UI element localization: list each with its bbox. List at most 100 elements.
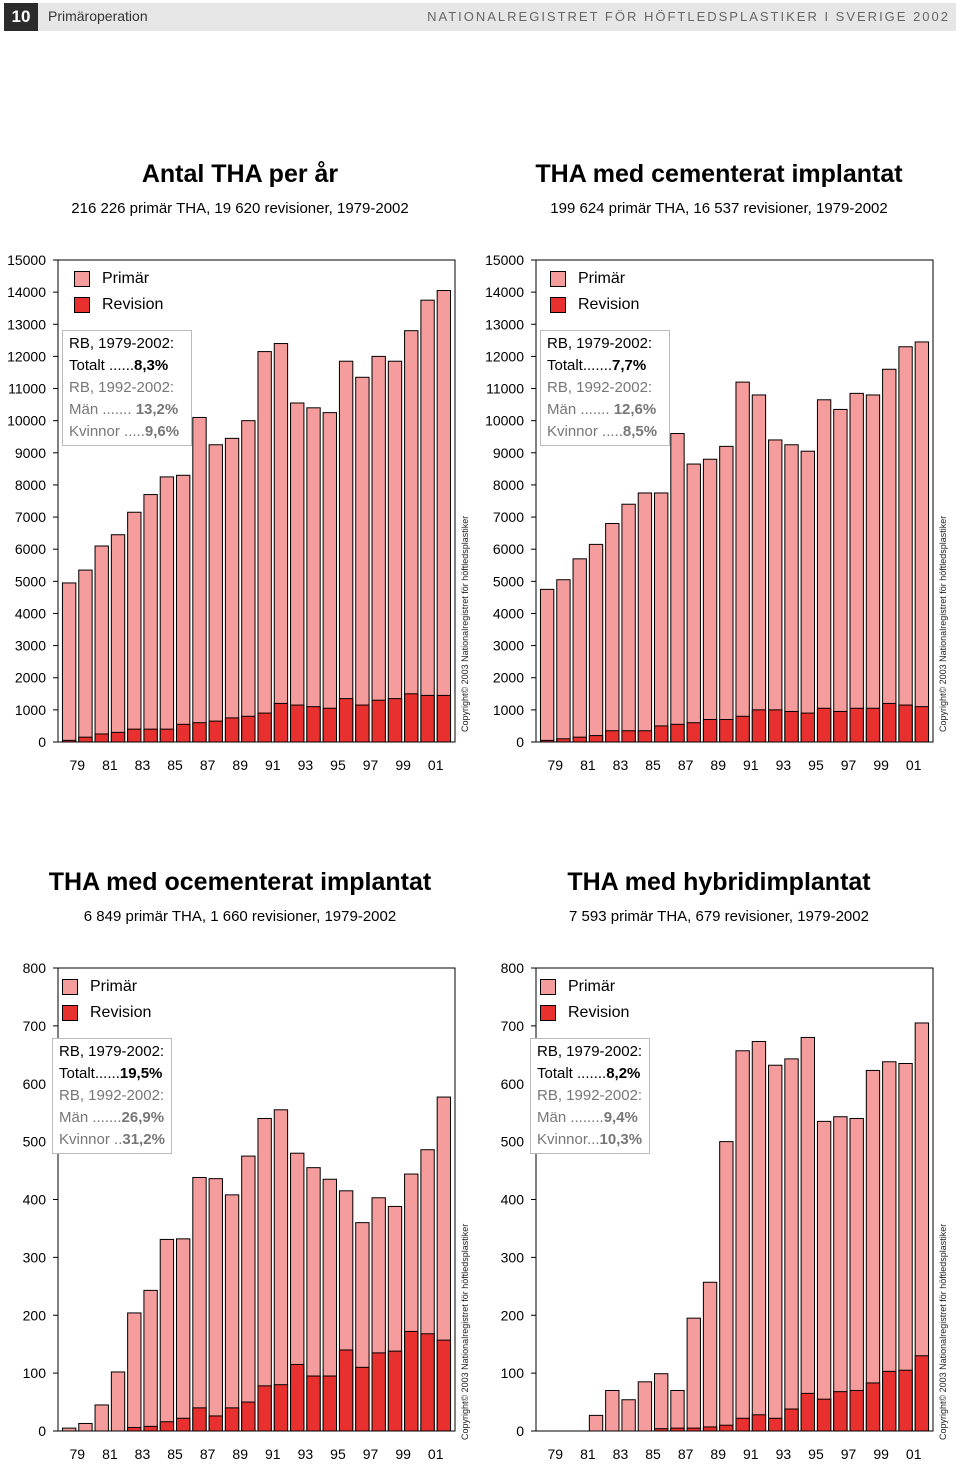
bar-revision — [849, 707, 864, 743]
bar-revision — [257, 1385, 272, 1432]
bar-primary — [192, 416, 207, 743]
bar-primary — [208, 444, 223, 743]
x-tick-label: 87 — [678, 757, 694, 773]
chart-subtitle: 6 849 primär THA, 1 660 revisioner, 1979… — [83, 908, 397, 925]
stats-total-value: 7,7% — [612, 357, 647, 374]
stats-women-value: 10,3% — [599, 1131, 643, 1148]
bar-revision — [882, 702, 897, 743]
bar-revision — [355, 704, 370, 743]
bar-primary — [702, 1281, 718, 1432]
x-tick-label: 89 — [232, 757, 248, 773]
bar-primary — [849, 1117, 864, 1432]
section-title: Primäroperation — [48, 8, 148, 24]
stats-men-label: Män ........ — [537, 1109, 604, 1126]
y-tick-label: 100 — [23, 1365, 47, 1381]
bar-revision — [159, 1421, 175, 1432]
bar-revision — [371, 1352, 386, 1432]
x-tick-label: 81 — [580, 1446, 596, 1462]
bar-revision — [816, 707, 832, 743]
x-tick-label: 91 — [265, 1446, 281, 1462]
y-tick-label: 10000 — [485, 413, 524, 429]
y-tick-label: 9000 — [493, 445, 524, 461]
y-tick-label: 1000 — [15, 702, 46, 718]
bar-revision — [800, 712, 815, 743]
bar-primary — [637, 1381, 653, 1432]
y-tick-label: 500 — [23, 1134, 47, 1150]
copyright-note: Copyright© 2003 Nationalregistret för hö… — [460, 1223, 470, 1440]
bar-revision — [865, 707, 881, 743]
bar-primary — [290, 402, 305, 743]
bar-revision — [833, 1391, 848, 1432]
chart-panel-total: Antal THA per år 216 226 primär THA, 19 … — [0, 160, 480, 780]
bar-primary — [78, 1422, 93, 1432]
x-tick-label: 95 — [330, 757, 346, 773]
y-tick-label: 10000 — [7, 413, 46, 429]
y-tick-label: 11000 — [486, 381, 524, 397]
x-tick-label: 81 — [102, 1446, 118, 1462]
stats-period-1: RB, 1979-2002: — [547, 335, 653, 352]
stats-men-value: 13,2% — [135, 401, 179, 418]
bar-revision — [371, 699, 386, 743]
y-tick-label: 12000 — [485, 348, 524, 364]
stats-men-label: Män ....... — [59, 1109, 122, 1126]
bar-primary — [94, 1404, 109, 1432]
stats-women-label: Kvinnor ..... — [547, 423, 623, 440]
bar-revision — [768, 709, 783, 743]
legend-primary-label: Primär — [102, 270, 150, 287]
revision-swatch — [540, 1005, 556, 1021]
y-tick-label: 800 — [501, 960, 525, 976]
bar-revision — [241, 1401, 256, 1432]
bar-revision — [436, 694, 452, 743]
bar-revision — [110, 731, 126, 743]
bar-primary — [605, 522, 620, 743]
x-tick-label: 01 — [428, 757, 444, 773]
bar-revision — [192, 722, 207, 743]
stats-women-value: 31,2% — [122, 1131, 165, 1148]
bar-primary — [306, 407, 321, 743]
x-tick-label: 01 — [906, 1446, 922, 1462]
y-tick-label: 300 — [501, 1249, 525, 1265]
bar-revision — [751, 709, 767, 743]
chart-title: THA med ocementerat implantat — [48, 868, 432, 896]
copyright-note: Copyright© 2003 Nationalregistret för hö… — [938, 515, 948, 732]
bar-chart: 0 1000 2000 3000 4000 5000 6000 7000 8000 9000 100… — [485, 252, 934, 773]
bar-primary — [898, 346, 913, 743]
y-tick-label: 100 — [501, 1365, 525, 1381]
bar-revision — [420, 694, 435, 743]
stats-women-value: 9,6% — [144, 423, 180, 440]
x-tick-label: 83 — [135, 1446, 151, 1462]
chart-panel-uncemented: THA med ocementerat implantat 6 849 prim… — [0, 868, 480, 1469]
stats-men-value: 12,6% — [613, 401, 657, 418]
bar-revision — [670, 723, 685, 743]
y-tick-label: 15000 — [7, 252, 46, 268]
bar-revision — [898, 1369, 913, 1432]
bar-primary — [751, 1041, 767, 1432]
primary-swatch — [540, 979, 556, 995]
bar-revision — [306, 706, 321, 743]
stats-period-2: RB, 1992-2002: — [59, 1087, 165, 1104]
y-tick-label: 700 — [23, 1018, 47, 1034]
revision-stats: RB, 1979-2002: Totalt......19,5% RB, 199… — [52, 1038, 172, 1154]
stats-women-label: Kvinnor... — [537, 1131, 600, 1148]
bar-primary — [816, 399, 832, 743]
bar-primary — [110, 534, 126, 743]
bar-revision — [800, 1392, 815, 1432]
bar-chart: 0 100 200 300 400 500 600 700 800 79 81 83 85 87 89 91 9… — [501, 960, 934, 1462]
bar-revision — [404, 1330, 419, 1432]
y-tick-label: 7000 — [493, 509, 524, 525]
bar-primary — [436, 290, 452, 743]
bar-revision — [702, 1426, 718, 1432]
bar-revision — [176, 723, 191, 743]
bar-revision — [78, 736, 93, 743]
bar-revision — [387, 1350, 403, 1432]
bar-revision — [387, 698, 403, 743]
y-tick-label: 5000 — [15, 573, 46, 589]
primary-swatch — [550, 271, 566, 287]
copyright-note: Copyright© 2003 Nationalregistret för hö… — [938, 1223, 948, 1440]
bar-revision — [556, 738, 571, 743]
x-tick-label: 87 — [678, 1446, 694, 1462]
bar-primary — [143, 1289, 158, 1432]
y-tick-label: 2000 — [15, 670, 46, 686]
bar-primary — [833, 408, 848, 743]
stats-men-label: Män ....... — [69, 401, 136, 418]
